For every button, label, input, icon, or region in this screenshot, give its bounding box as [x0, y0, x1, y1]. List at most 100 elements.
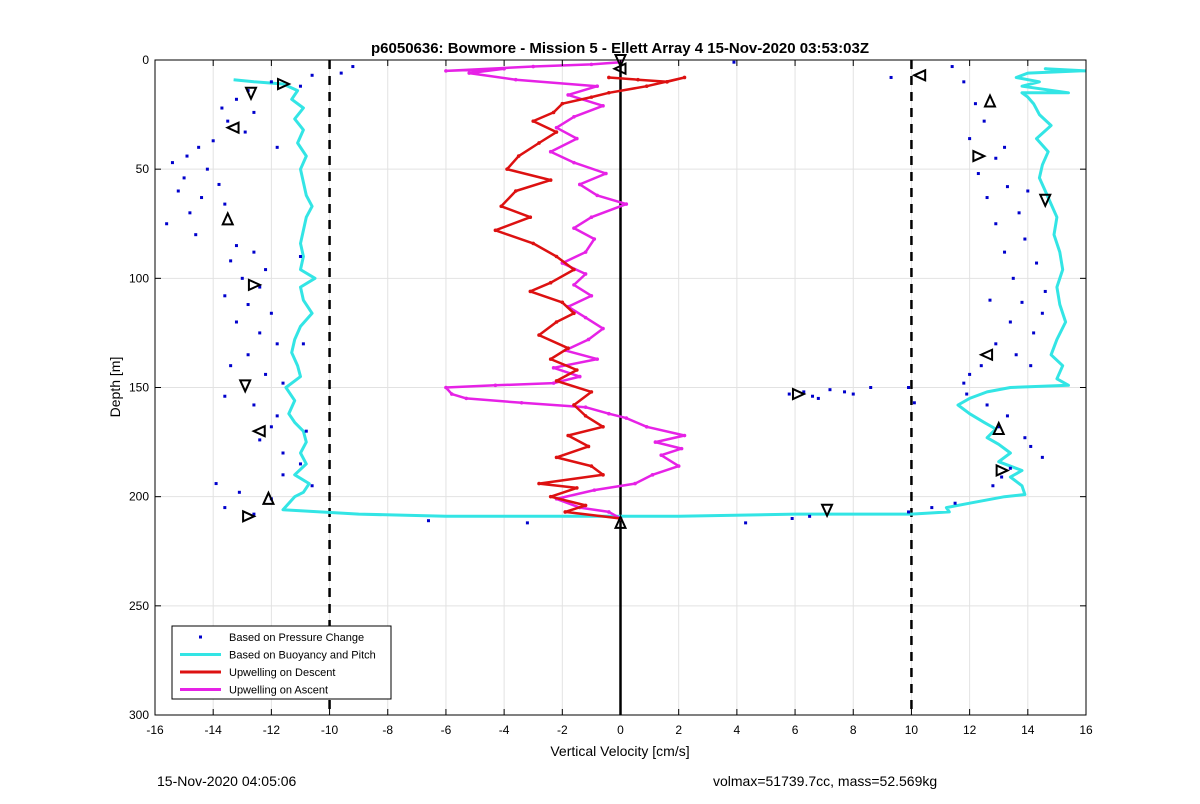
ascent-point: [595, 357, 600, 361]
ascent-point: [604, 171, 608, 176]
pressure-change-point: [808, 514, 812, 518]
pressure-change-point: [787, 392, 791, 396]
event-marker: [911, 68, 927, 82]
descent-point: [554, 379, 559, 383]
pressure-change-point: [1017, 211, 1021, 215]
ascent-point: [572, 160, 576, 165]
x-tick-label: 8: [850, 723, 857, 737]
pressure-change-point: [281, 381, 285, 385]
legend-entry-buoyancy: Based on Buoyancy and Pitch: [229, 650, 376, 662]
x-tick-label: 16: [1079, 723, 1093, 737]
descent-point: [566, 433, 570, 438]
descent-point: [548, 280, 553, 285]
pressure-change-point: [994, 222, 998, 226]
legend-entry-pressure-swatch: [199, 635, 202, 639]
ascent-point: [531, 64, 536, 69]
ascent-point: [633, 481, 637, 486]
pressure-change-point: [304, 429, 308, 433]
pressure-change-point: [298, 84, 302, 88]
pressure-change-point: [1003, 145, 1007, 149]
pressure-change-point: [1029, 364, 1033, 368]
event-marker: [978, 348, 994, 362]
y-axis-label: Depth [m]: [107, 357, 123, 418]
pressure-change-point: [1003, 250, 1007, 254]
ascent-point: [444, 385, 448, 390]
pressure-change-point: [869, 386, 873, 389]
pressure-change-point: [211, 139, 215, 143]
ascent-point: [583, 315, 588, 320]
ascent-point: [592, 488, 597, 492]
pressure-change-point: [298, 462, 302, 466]
ascent-point: [583, 405, 588, 409]
y-tick-label: 50: [136, 162, 150, 176]
x-tick-label: 10: [905, 723, 919, 737]
series-layer: [165, 60, 1086, 525]
event-marker: [247, 278, 263, 292]
event-marker: [1038, 193, 1052, 209]
descent-point: [575, 368, 579, 372]
descent-point: [589, 464, 594, 468]
legend-entry-descent: Upwelling on Descent: [229, 667, 335, 679]
x-tick-label: -14: [205, 723, 223, 737]
ascent-point: [607, 510, 611, 514]
ascent-point: [653, 440, 658, 444]
pressure-change-point: [275, 342, 279, 346]
chart-title: p6050636: Bowmore - Mission 5 - Ellett A…: [371, 40, 869, 57]
pressure-change-point: [165, 222, 169, 226]
ascent-point: [589, 294, 594, 298]
ascent-point: [644, 425, 649, 429]
pressure-change-point: [889, 75, 893, 79]
y-tick-label: 150: [129, 381, 149, 395]
pressure-change-point: [188, 211, 192, 215]
descent-point: [537, 141, 541, 145]
x-axis-ticks: -16 -14 -12 -10 -8 -6 -4 -2 0 2 4 6 8 10 12 14 16: [146, 60, 1093, 737]
descent-point: [551, 110, 556, 115]
ascent-point: [589, 62, 594, 67]
event-marker: [251, 424, 266, 438]
descent-point: [528, 215, 533, 219]
pressure-change-point: [994, 156, 998, 160]
ascent-point: [572, 226, 576, 230]
y-tick-label: 0: [142, 53, 149, 67]
x-tick-label: 12: [963, 723, 977, 737]
ascent-point: [502, 66, 506, 71]
pressure-change-point: [229, 364, 233, 368]
pressure-change-point: [843, 390, 847, 394]
descent-point: [575, 486, 579, 490]
descent-point: [516, 154, 521, 158]
pressure-change-point: [275, 414, 279, 418]
event-marker: [261, 490, 276, 505]
pressure-change-point: [907, 510, 911, 514]
pressure-change-point: [339, 71, 343, 75]
x-tick-label: 6: [792, 723, 799, 737]
pressure-change-point: [1020, 300, 1024, 304]
event-marker: [820, 503, 834, 519]
footer-timestamp: 15-Nov-2020 04:05:06: [157, 773, 297, 789]
pressure-change-point: [744, 521, 748, 525]
y-tick-label: 300: [129, 708, 149, 722]
pressure-change-point: [811, 394, 815, 398]
ascent-point: [676, 464, 681, 468]
pressure-change-point: [252, 110, 256, 114]
descent-point: [607, 90, 611, 95]
pressure-change-point: [269, 80, 273, 84]
pressure-change-point: [1008, 320, 1012, 324]
descent-point: [589, 95, 594, 99]
pressure-change-point: [281, 451, 285, 455]
descent-point: [601, 425, 605, 429]
ascent-point: [607, 411, 611, 416]
x-tick-label: -6: [441, 723, 452, 737]
pressure-change-point: [258, 331, 262, 335]
ascent-point: [519, 400, 524, 405]
pressure-change-point: [223, 294, 227, 298]
pressure-change-point: [269, 311, 273, 315]
pressure-change-point: [226, 119, 230, 123]
x-tick-label: -4: [499, 723, 510, 737]
ascent-point: [583, 272, 588, 276]
descent-point: [548, 494, 553, 499]
descent-point: [537, 481, 541, 486]
ascent-point: [650, 473, 655, 477]
pressure-change-point: [223, 202, 227, 206]
ascent-point: [449, 392, 454, 396]
descent-point: [537, 333, 541, 337]
